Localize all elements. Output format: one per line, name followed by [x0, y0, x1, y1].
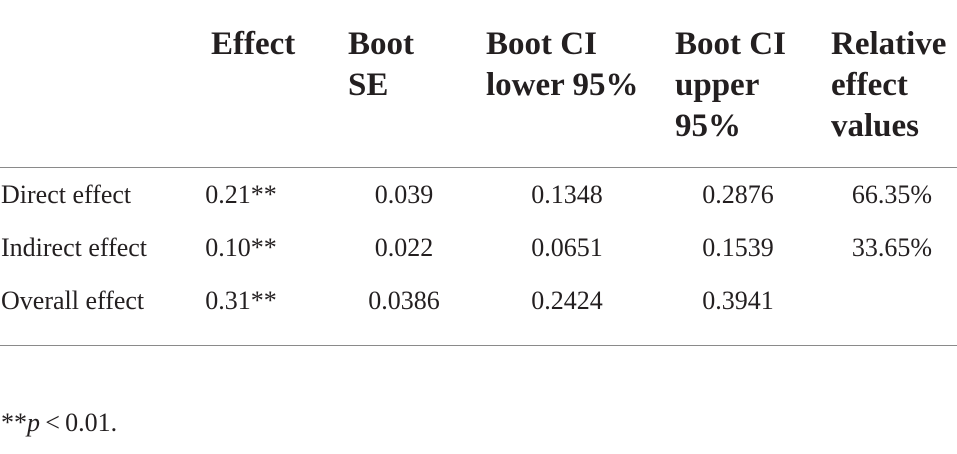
row-label: Indirect effect	[1, 233, 148, 262]
header-boot-ci-lower: Boot CI lower 95%	[486, 24, 666, 106]
cell-relative-effect: 33.65%	[851, 233, 933, 262]
cell-boot-ci-upper: 0.2876	[702, 180, 774, 209]
cell-boot-ci-lower: 0.1348	[531, 180, 603, 209]
cell-effect: 0.31**	[205, 286, 277, 315]
row-label: Direct effect	[1, 180, 132, 209]
header-relative-effect: Relative effect values	[831, 24, 957, 147]
footnote-prefix: **	[1, 408, 27, 437]
header-effect-line-1: Effect	[211, 26, 296, 62]
header-relative-effect-line-1: Relative	[831, 26, 947, 62]
header-relative-effect-line-2: effect	[831, 67, 908, 103]
cell-boot-ci-lower: 0.0651	[531, 233, 603, 262]
cell-boot-se: 0.039	[374, 180, 434, 209]
table-footnote: **p < 0.01.	[1, 405, 117, 441]
header-boot-ci-upper: Boot CI upper 95%	[675, 24, 815, 147]
table-bottom-rule	[0, 345, 957, 346]
cell-effect: 0.10**	[205, 233, 277, 262]
header-boot-se: Boot SE	[348, 24, 468, 106]
footnote-p-symbol: p	[27, 408, 40, 437]
header-effect: Effect	[211, 24, 295, 65]
header-boot-ci-upper-line-2: upper	[675, 67, 760, 103]
cell-boot-ci-upper: 0.3941	[702, 286, 774, 315]
header-boot-ci-lower-line-1: Boot CI	[486, 26, 597, 62]
cell-boot-se: 0.022	[374, 233, 434, 262]
table-row: Direct effect 0.21** 0.039 0.1348 0.2876…	[0, 168, 957, 221]
cell-relative-effect: 66.35%	[851, 180, 933, 209]
header-boot-ci-upper-line-3: 95%	[675, 108, 741, 144]
header-boot-ci-upper-line-1: Boot CI	[675, 26, 786, 62]
cell-effect: 0.21**	[205, 180, 277, 209]
footnote-suffix: < 0.01.	[40, 408, 118, 437]
row-label: Overall effect	[1, 286, 145, 315]
cell-boot-se: 0.0386	[368, 286, 440, 315]
header-boot-se-line-2: SE	[348, 67, 389, 103]
table-row: Indirect effect 0.10** 0.022 0.0651 0.15…	[0, 221, 957, 274]
header-boot-ci-lower-line-2: lower 95%	[486, 67, 639, 103]
header-relative-effect-line-3: values	[831, 108, 920, 144]
table-row: Overall effect 0.31** 0.0386 0.2424 0.39…	[0, 274, 957, 327]
cell-boot-ci-upper: 0.1539	[702, 233, 774, 262]
table-top-rule	[0, 167, 957, 168]
cell-boot-ci-lower: 0.2424	[531, 286, 603, 315]
header-boot-se-line-1: Boot	[348, 26, 414, 62]
